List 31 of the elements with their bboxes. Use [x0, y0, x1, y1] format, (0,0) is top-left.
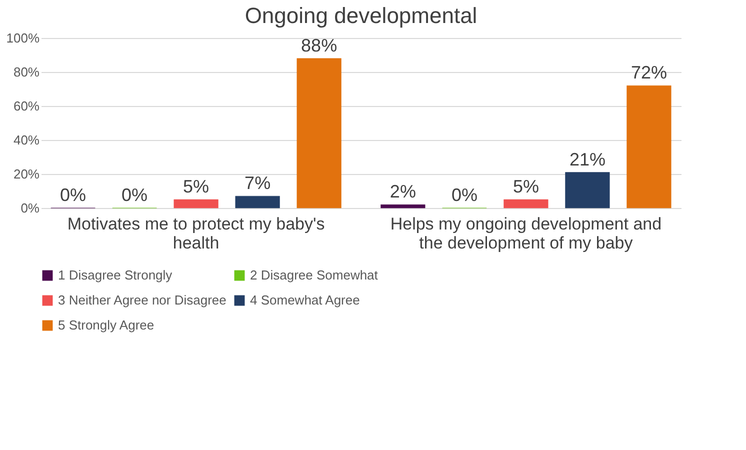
- legend-label: 5 Strongly Agree: [58, 318, 154, 332]
- data-label: 5%: [183, 176, 210, 196]
- data-label: 88%: [301, 35, 338, 56]
- chart-title: Ongoing developmental: [244, 3, 478, 28]
- data-label: 7%: [244, 173, 271, 194]
- legend-label: 3 Neither Agree nor Disagree: [58, 292, 226, 308]
- data-label: 2%: [390, 182, 416, 202]
- bar: [296, 58, 342, 208]
- bar: [174, 199, 218, 208]
- y-tick-label: 0%: [20, 200, 40, 216]
- bar: [626, 85, 672, 208]
- data-label: 72%: [630, 62, 667, 83]
- legend-label: 4 Somewhat Agree: [250, 292, 360, 308]
- legend-label: 1 Disagree Strongly: [58, 268, 173, 283]
- legend-label: 2 Disagree Somewhat: [250, 268, 378, 283]
- y-tick-label: 20%: [13, 166, 40, 182]
- x-tick-label: Helps my ongoing development and the development of my baby: [390, 214, 662, 252]
- data-label: 21%: [569, 149, 606, 170]
- data-label: 0%: [122, 185, 148, 205]
- y-tick-label: 100%: [6, 30, 40, 46]
- x-tick-label: Motivates me to protect my baby's health: [67, 214, 325, 252]
- y-tick-label: 40%: [13, 132, 40, 148]
- bar: [565, 172, 610, 208]
- bar: [235, 196, 280, 208]
- data-label: 0%: [60, 185, 86, 205]
- bar: [504, 199, 548, 208]
- y-tick-label: 60%: [13, 98, 40, 114]
- data-label: 5%: [512, 176, 539, 196]
- y-tick-label: 80%: [13, 64, 40, 80]
- data-label: 0%: [451, 185, 478, 205]
- bar: [380, 204, 426, 208]
